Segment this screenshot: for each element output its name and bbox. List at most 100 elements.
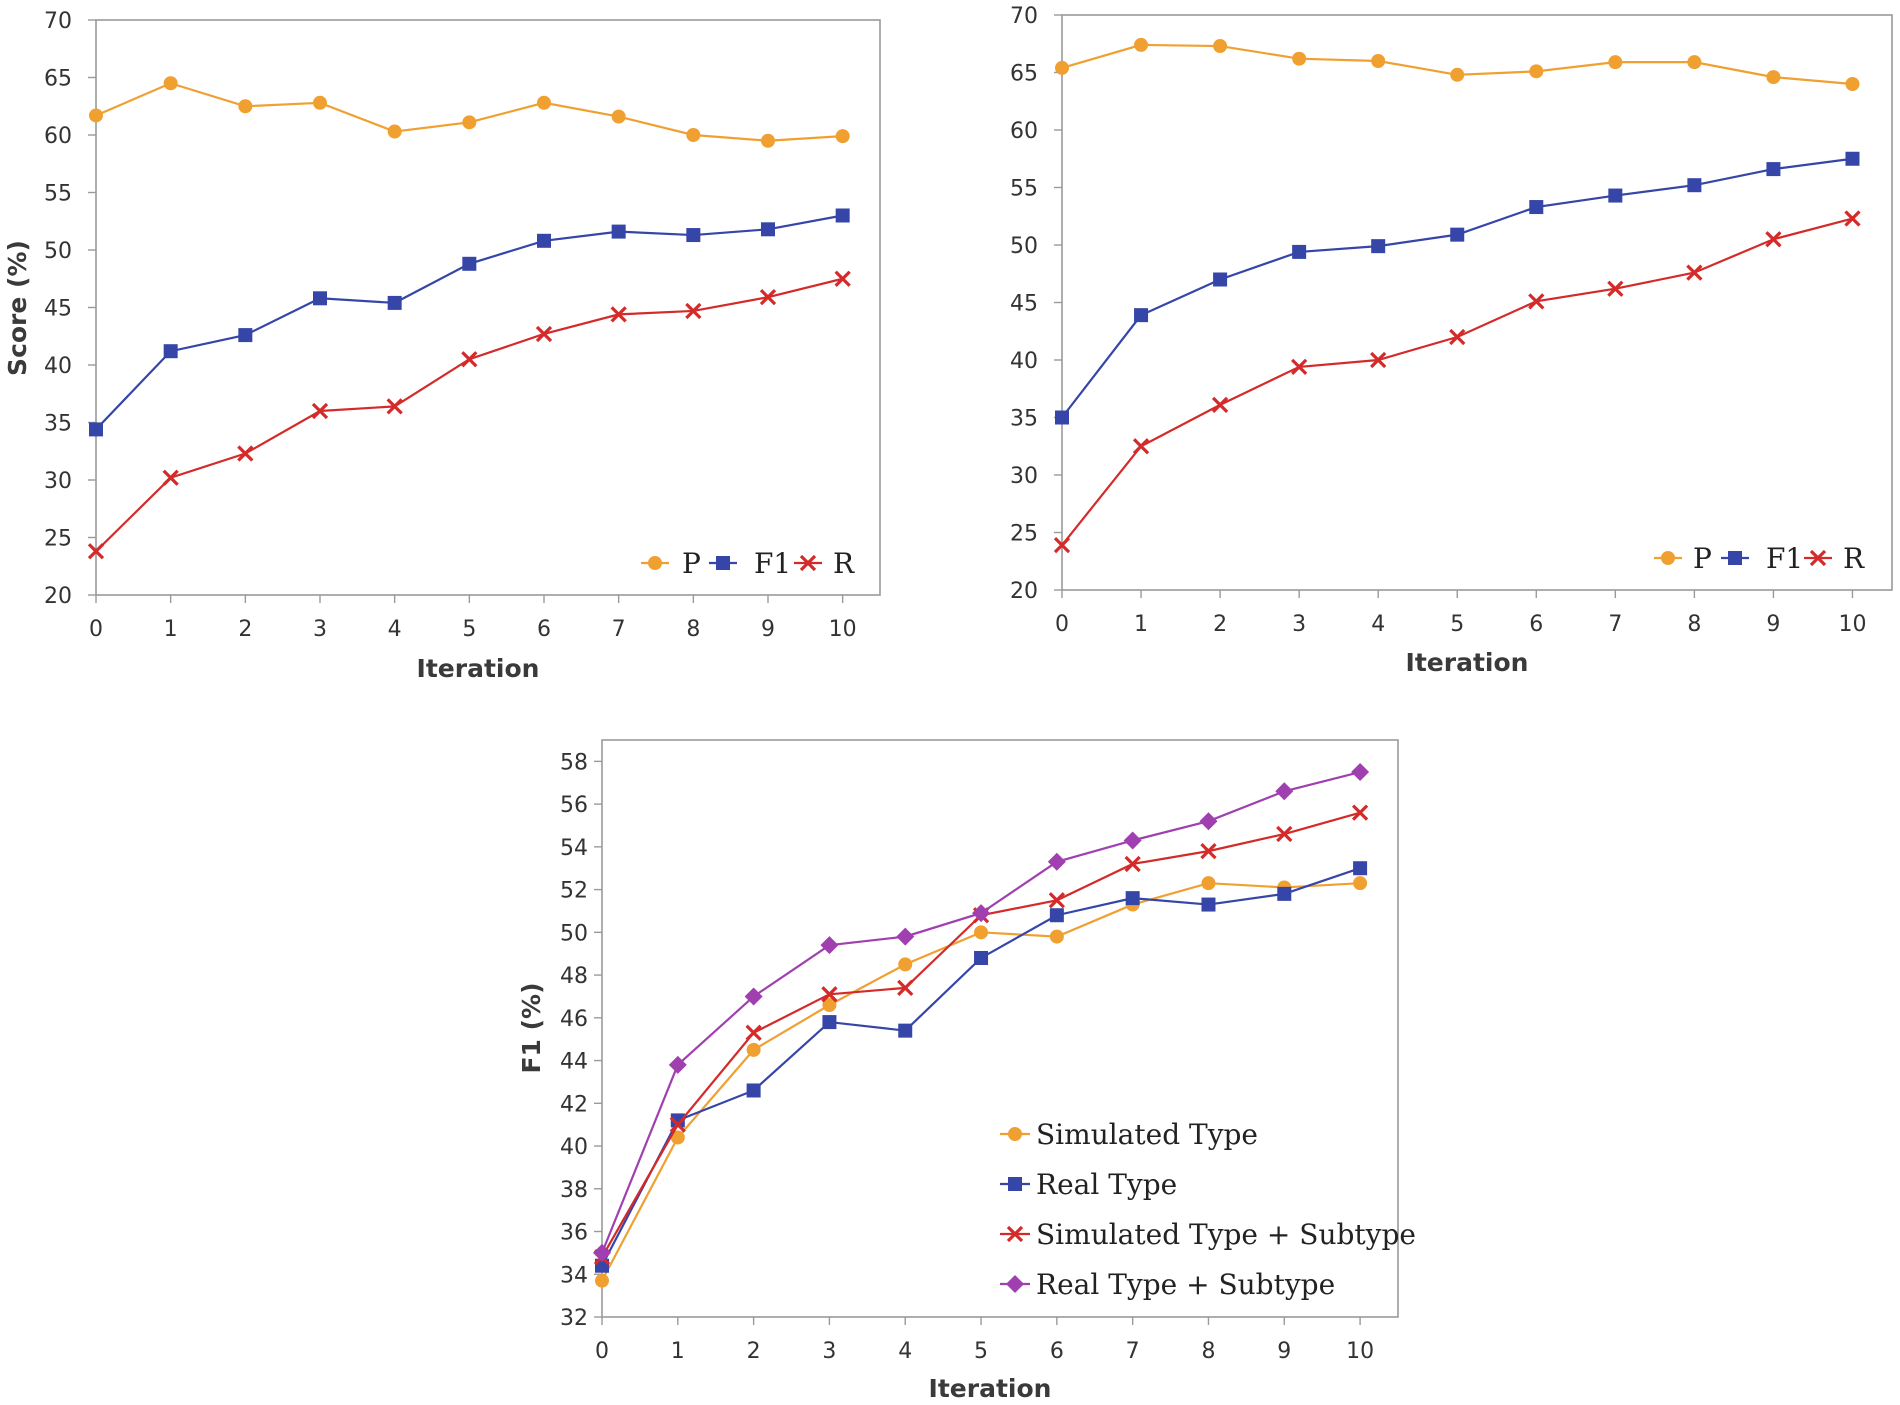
data-point (1353, 876, 1368, 891)
data-point (1608, 188, 1623, 203)
series-p (1055, 37, 1860, 91)
y-tick-label: 70 (1010, 4, 1038, 29)
data-point (1528, 293, 1545, 310)
x-tick-label: 8 (686, 617, 700, 642)
x-tick-label: 2 (238, 617, 252, 642)
data-point (685, 302, 702, 320)
data-point (1844, 210, 1861, 227)
legend-label: P (682, 547, 701, 580)
plot-area (1061, 14, 1893, 591)
data-point (745, 1024, 762, 1041)
data-point (744, 987, 763, 1006)
y-tick-label: 54 (560, 836, 588, 861)
data-point (761, 133, 775, 148)
x-tick-label: 0 (595, 1339, 609, 1364)
data-point (1765, 231, 1782, 248)
x-tick-label: 3 (822, 1339, 836, 1364)
data-point (1292, 51, 1307, 66)
y-tick-label: 42 (560, 1092, 588, 1117)
y-tick-label: 55 (1010, 177, 1038, 202)
data-point (822, 997, 837, 1012)
y-tick-label: 30 (44, 469, 72, 494)
data-point (1529, 200, 1544, 215)
y-tick-label: 20 (1010, 579, 1038, 604)
x-tick-label: 9 (761, 617, 775, 642)
data-point (1049, 929, 1064, 944)
legend-label: R (833, 547, 855, 580)
x-tick-label: 4 (1371, 612, 1385, 637)
y-tick-label: 38 (560, 1178, 588, 1203)
x-tick-label: 5 (462, 617, 476, 642)
data-point (1687, 55, 1702, 70)
legend-item: Real Type + Subtype (1000, 1268, 1335, 1301)
data-point (1047, 852, 1066, 871)
legend-label: F1 (1766, 542, 1803, 575)
x-tick-label: 9 (1766, 612, 1780, 637)
series-r (87, 270, 851, 560)
data-point (898, 957, 913, 972)
y-tick-label: 35 (44, 412, 72, 437)
data-point (535, 325, 553, 343)
y-tick-label: 52 (560, 879, 588, 904)
x-tick-label: 10 (1346, 1339, 1374, 1364)
y-tick-label: 44 (560, 1050, 588, 1075)
data-point (1351, 763, 1370, 782)
data-point (972, 904, 991, 923)
y-tick-label: 45 (44, 297, 72, 322)
x-tick-label: 6 (1050, 1339, 1064, 1364)
x-tick-label: 4 (898, 1339, 912, 1364)
data-point (1608, 55, 1623, 70)
x-tick-label: 7 (612, 617, 626, 642)
legend-marker (1728, 551, 1742, 565)
legend: Simulated Type Real Type Simulated Type + … (1000, 1118, 1416, 1301)
data-point (686, 128, 701, 142)
y-tick-label: 60 (44, 124, 72, 149)
data-point (1125, 891, 1140, 906)
x-tick-label: 1 (164, 617, 178, 642)
data-point (1276, 825, 1293, 843)
y-tick-label: 32 (560, 1306, 588, 1331)
data-point (311, 402, 329, 420)
data-point (1275, 782, 1294, 801)
data-point (1845, 151, 1860, 166)
x-tick-label: 6 (1529, 612, 1543, 637)
data-point (1124, 855, 1141, 873)
data-point (1353, 861, 1368, 876)
data-point (1291, 358, 1308, 376)
x-tick-label: 7 (1608, 612, 1622, 637)
y-tick-label: 50 (1010, 234, 1038, 259)
data-point (162, 469, 179, 486)
y-axis-title: F1 (%) (517, 982, 546, 1073)
data-point (593, 1243, 611, 1262)
legend-marker (1008, 1177, 1022, 1191)
y-tick-label: 36 (560, 1221, 588, 1246)
data-point (387, 124, 402, 139)
data-point (461, 351, 478, 368)
data-point (595, 1273, 609, 1288)
data-point (1371, 239, 1386, 254)
y-tick-label: 40 (560, 1135, 588, 1160)
y-tick-label: 30 (1010, 464, 1038, 489)
y-tick-label: 45 (1010, 292, 1038, 317)
x-tick-label: 1 (1134, 612, 1148, 637)
y-tick-label: 25 (44, 527, 72, 552)
data-point (974, 950, 989, 965)
x-tick-label: 5 (1450, 612, 1464, 637)
legend-label: Real Type (1036, 1168, 1177, 1201)
data-point (611, 224, 626, 239)
data-point (611, 109, 626, 124)
y-tick-label: 56 (560, 793, 588, 818)
data-point (537, 233, 551, 248)
series-real-type-subtype (593, 763, 1370, 1262)
data-point (89, 422, 103, 437)
data-point (1055, 60, 1069, 75)
y-axis-title: Score (%) (3, 240, 32, 376)
x-tick-label: 2 (747, 1339, 761, 1364)
data-point (835, 208, 850, 223)
x-tick-label: 10 (1838, 612, 1866, 637)
data-point (1199, 812, 1218, 831)
x-tick-label: 2 (1213, 612, 1227, 637)
x-tick-label: 4 (388, 617, 402, 642)
data-point (1201, 876, 1216, 891)
